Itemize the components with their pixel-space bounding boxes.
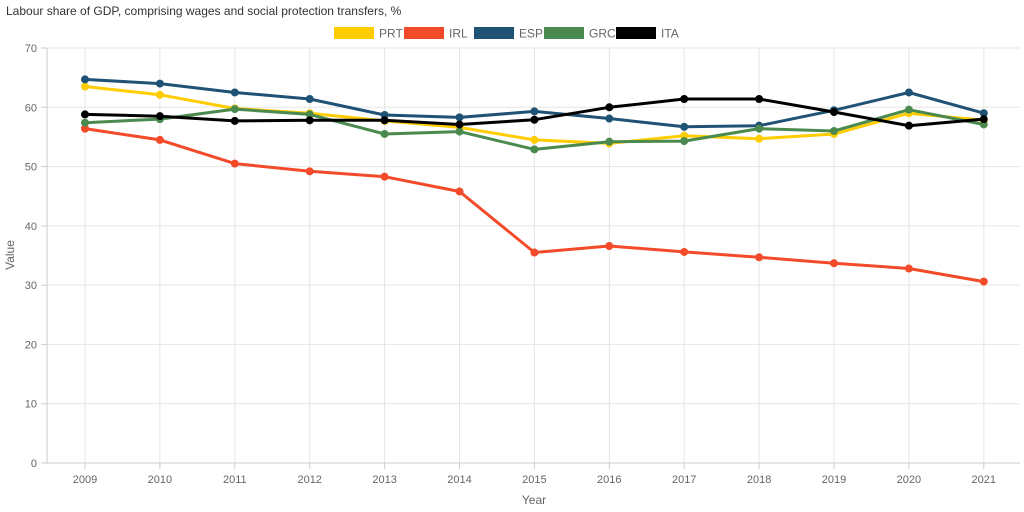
data-point-esp[interactable]	[155, 79, 164, 88]
data-point-ita[interactable]	[155, 112, 164, 121]
y-tick-label: 10	[25, 399, 37, 411]
chart-title: Labour share of GDP, comprising wages an…	[6, 4, 402, 18]
legend-label-ita: ITA	[661, 27, 679, 41]
x-tick-label: 2009	[73, 474, 97, 486]
data-point-irl[interactable]	[605, 242, 614, 251]
y-tick-label: 60	[25, 102, 37, 114]
y-tick-label: 40	[25, 221, 37, 233]
data-point-ita[interactable]	[680, 94, 689, 103]
data-point-irl[interactable]	[904, 264, 913, 273]
y-tick-label: 0	[31, 458, 37, 470]
data-point-irl[interactable]	[755, 253, 764, 262]
y-tick-label: 20	[25, 339, 37, 351]
data-point-irl[interactable]	[380, 172, 389, 181]
data-point-grc[interactable]	[904, 105, 913, 114]
data-point-prt[interactable]	[755, 134, 764, 143]
data-point-irl[interactable]	[680, 247, 689, 256]
legend-item-ita[interactable]: ITA	[616, 27, 679, 41]
data-point-irl[interactable]	[455, 187, 464, 196]
x-tick-label: 2015	[522, 474, 546, 486]
data-point-esp[interactable]	[305, 94, 314, 103]
data-point-ita[interactable]	[380, 116, 389, 125]
data-point-prt[interactable]	[530, 135, 539, 144]
legend[interactable]: PRT IRL ESP GRC ITA	[334, 27, 679, 41]
data-point-ita[interactable]	[81, 110, 89, 119]
x-tick-label: 2020	[897, 474, 921, 486]
data-point-ita[interactable]	[305, 116, 314, 125]
legend-swatch-esp	[474, 27, 514, 39]
data-point-grc[interactable]	[455, 127, 464, 136]
data-point-esp[interactable]	[530, 107, 539, 116]
x-tick-label: 2014	[447, 474, 471, 486]
data-point-esp[interactable]	[455, 113, 464, 122]
data-point-ita[interactable]	[979, 115, 988, 124]
legend-item-grc[interactable]: GRC	[544, 27, 616, 41]
data-point-grc[interactable]	[230, 105, 239, 114]
legend-item-irl[interactable]: IRL	[404, 27, 468, 41]
y-tick-label: 30	[25, 280, 37, 292]
data-point-ita[interactable]	[755, 94, 764, 103]
data-point-grc[interactable]	[830, 127, 838, 135]
x-tick-label: 2019	[822, 474, 846, 486]
data-point-ita[interactable]	[904, 121, 913, 130]
data-point-prt[interactable]	[155, 90, 164, 99]
y-tick-label: 50	[25, 162, 37, 174]
legend-swatch-grc	[544, 27, 584, 39]
x-tick-label: 2010	[148, 474, 172, 486]
legend-swatch-ita	[616, 27, 656, 39]
data-point-esp[interactable]	[81, 75, 89, 84]
x-tick-label: 2016	[597, 474, 621, 486]
data-point-grc[interactable]	[380, 129, 389, 138]
x-tick-label: 2012	[297, 474, 321, 486]
x-axis-title: Year	[522, 493, 546, 507]
data-point-grc[interactable]	[605, 137, 614, 146]
data-point-ita[interactable]	[530, 115, 539, 124]
data-point-irl[interactable]	[979, 277, 988, 286]
x-tick-label: 2021	[972, 474, 996, 486]
data-point-irl[interactable]	[155, 135, 164, 144]
data-point-grc[interactable]	[530, 145, 539, 154]
data-point-ita[interactable]	[605, 103, 614, 112]
legend-item-esp[interactable]: ESP	[474, 27, 543, 41]
x-tick-label: 2017	[672, 474, 696, 486]
legend-label-prt: PRT	[379, 27, 403, 41]
legend-label-grc: GRC	[589, 27, 616, 41]
legend-item-prt[interactable]: PRT	[334, 27, 403, 41]
data-point-esp[interactable]	[680, 122, 689, 131]
y-axis-title: Value	[3, 240, 17, 270]
data-point-ita[interactable]	[830, 108, 838, 117]
data-point-grc[interactable]	[755, 124, 764, 133]
data-point-grc[interactable]	[680, 137, 689, 146]
data-point-esp[interactable]	[605, 114, 614, 123]
legend-label-esp: ESP	[519, 27, 543, 41]
data-point-esp[interactable]	[230, 88, 239, 97]
data-point-ita[interactable]	[455, 120, 464, 129]
series-layer	[81, 75, 988, 286]
data-point-irl[interactable]	[230, 159, 239, 168]
y-tick-label: 70	[25, 43, 37, 55]
data-point-irl[interactable]	[830, 259, 838, 268]
axis-layer: 0 10 20 30 40 50 60 70 2009 2010 2011 2012 2013 2014 2…	[25, 43, 1020, 486]
data-point-grc[interactable]	[81, 118, 89, 127]
x-tick-label: 2011	[223, 474, 247, 486]
data-point-esp[interactable]	[904, 88, 913, 97]
legend-swatch-irl	[404, 27, 444, 39]
data-point-prt[interactable]	[81, 82, 89, 91]
data-point-irl[interactable]	[305, 167, 314, 176]
x-tick-label: 2018	[747, 474, 771, 486]
legend-label-irl: IRL	[449, 27, 468, 41]
x-tick-label: 2013	[372, 474, 396, 486]
legend-swatch-prt	[334, 27, 374, 39]
data-point-irl[interactable]	[530, 248, 539, 257]
data-point-ita[interactable]	[230, 116, 239, 125]
